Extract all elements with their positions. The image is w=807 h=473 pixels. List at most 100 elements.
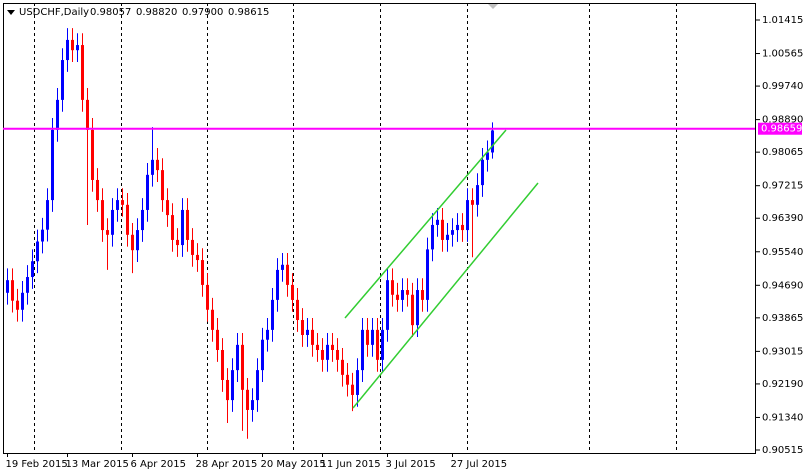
x-tick-label: 20 May 2015	[261, 459, 326, 470]
candle-body	[131, 234, 134, 251]
candle-body	[356, 370, 359, 395]
candle-body	[221, 349, 224, 380]
candle-body	[456, 224, 459, 231]
candle-body	[301, 320, 304, 336]
candle-body	[156, 159, 159, 171]
candle-body	[491, 130, 494, 153]
candle-body	[366, 329, 369, 345]
y-tick-label: 0.99740	[762, 81, 803, 92]
candle-body	[361, 329, 364, 371]
candle-body	[101, 200, 104, 231]
y-tick-label: 0.92190	[762, 379, 803, 390]
candle-body	[251, 400, 254, 410]
candle-body	[106, 230, 109, 235]
y-tick-label: 1.01415	[762, 15, 803, 26]
candle-body	[381, 329, 384, 360]
candle-body	[91, 129, 94, 180]
candle-body	[426, 249, 429, 300]
candle-body	[26, 277, 29, 293]
candle-body	[11, 280, 14, 301]
header-low: 0.97900	[182, 7, 223, 18]
candle-body	[416, 290, 419, 326]
candle-body	[296, 299, 299, 321]
candle-body	[401, 290, 404, 300]
candle-body	[316, 344, 319, 350]
candle-body	[166, 200, 169, 216]
trend-line	[344, 129, 507, 319]
candle-body	[386, 280, 389, 330]
menu-arrow[interactable]	[7, 10, 15, 15]
y-tick-label: 0.98065	[762, 147, 803, 158]
candle-body	[466, 200, 469, 231]
candle-body	[306, 329, 309, 336]
candle-body	[181, 209, 184, 246]
candle-body	[176, 239, 179, 246]
y-tick-label: 0.93865	[762, 313, 803, 324]
x-tick-label: 13 Mar 2015	[66, 459, 129, 470]
y-tick-label: 0.97215	[762, 181, 803, 192]
plot-frame	[3, 3, 756, 454]
y-tick-label: 1.00565	[762, 49, 803, 60]
candle-body	[216, 329, 219, 350]
candle-body	[266, 329, 269, 340]
candle-body	[376, 329, 379, 360]
candle-body	[271, 299, 274, 330]
candle-body	[51, 129, 54, 201]
trend-line	[352, 182, 539, 409]
header-open: 0.98057	[90, 7, 131, 18]
candle-body	[446, 234, 449, 240]
candle-body	[236, 344, 239, 371]
candle-body	[46, 200, 49, 230]
candle-body	[226, 379, 229, 401]
price-label-box	[758, 122, 802, 135]
candle-body	[331, 344, 334, 350]
y-tick-label: 0.90515	[762, 445, 803, 456]
candle-body	[351, 384, 354, 395]
candle-body	[196, 254, 199, 261]
candle-body	[206, 284, 209, 310]
candle-body	[341, 359, 344, 375]
candle-body	[146, 174, 149, 210]
candle-body	[326, 344, 329, 360]
candle-body	[111, 209, 114, 235]
candle-body	[21, 292, 24, 310]
candle-body	[441, 219, 444, 240]
candle-body	[136, 230, 139, 251]
y-tick-label: 0.96390	[762, 213, 803, 224]
candle-body	[281, 264, 284, 270]
candle-body	[286, 264, 289, 285]
candle-body	[81, 45, 84, 100]
candle-body	[411, 294, 414, 326]
y-tick-label: 0.93015	[762, 346, 803, 357]
candle-body	[231, 370, 234, 401]
candle-body	[121, 200, 124, 205]
candle-body	[311, 329, 314, 345]
candle-body	[126, 204, 129, 235]
x-tick-label: 19 Feb 2015	[6, 459, 68, 470]
candle-body	[16, 300, 19, 310]
shift-marker[interactable]	[488, 4, 498, 9]
candle-body	[256, 370, 259, 401]
candle-body	[246, 389, 249, 410]
candle-body	[486, 152, 489, 160]
candle-body	[336, 349, 339, 360]
y-tick-label: 0.98890	[762, 115, 803, 126]
candle-body	[56, 99, 59, 130]
x-tick-label: 27 Jul 2015	[451, 459, 508, 470]
channel	[344, 129, 539, 409]
candle-body	[396, 294, 399, 300]
x-tick-label: 3 Jul 2015	[386, 459, 436, 470]
candle-body	[186, 209, 189, 240]
candle-body	[371, 329, 374, 345]
x-tick-label: 11 Jun 2015	[321, 459, 381, 470]
candle-body	[66, 39, 69, 61]
candle-body	[211, 309, 214, 330]
x-tick-label: 6 Apr 2015	[131, 459, 186, 470]
candle-body	[76, 45, 79, 51]
x-tick-label: 28 Apr 2015	[196, 459, 258, 470]
candle-body	[161, 170, 164, 201]
candle-body	[96, 179, 99, 201]
candle-body	[116, 200, 119, 210]
